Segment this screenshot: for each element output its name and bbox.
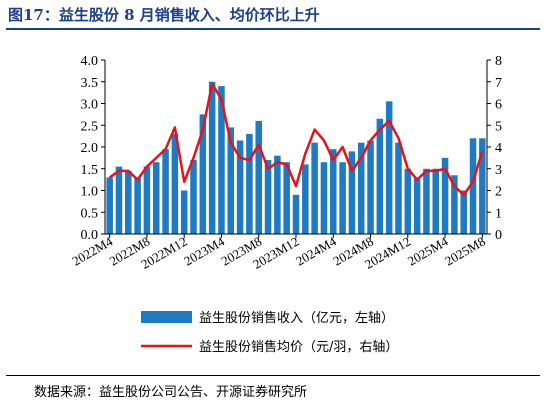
right-tick-label: 6 (495, 98, 502, 113)
x-tick-labels: 2022M42022M82022M122023M42023M82023M1220… (69, 233, 487, 272)
source-divider (6, 375, 540, 376)
bar-2024M2 (311, 142, 318, 234)
title-divider (6, 28, 540, 30)
bar-2022M11 (171, 133, 179, 234)
bar-2023M10 (274, 155, 281, 234)
bar-2022M10 (162, 149, 169, 234)
legend-bar-swatch (141, 311, 192, 323)
bar-2025M5 (451, 175, 458, 234)
bar-2025M6 (460, 190, 467, 234)
x-tick-label-2025M8: 2025M8 (442, 234, 488, 269)
bar-2022M4 (106, 177, 113, 234)
left-tick-label: 3.5 (81, 76, 99, 91)
left-tick-label: 3.0 (81, 98, 99, 113)
bar-series (106, 81, 486, 234)
bar-2023M2 (199, 114, 207, 234)
bar-2025M2 (423, 168, 430, 234)
axes (101, 59, 491, 238)
right-tick-label: 8 (495, 54, 502, 69)
bar-2024M6 (348, 151, 356, 234)
bar-2024M8 (367, 140, 374, 234)
right-tick-label: 0 (495, 228, 502, 243)
right-tick-label: 2 (495, 185, 502, 200)
bar-2024M9 (376, 118, 384, 234)
left-tick-label: 0.5 (81, 206, 99, 221)
tick-labels: 0.0 0.5 1.0 1.5 2.0 2.5 3.0 3.5 4.0 0 1 2 3 4 5 6 7 8 (81, 54, 503, 243)
bar-2022M8 (143, 166, 151, 234)
bar-2023M4 (218, 86, 225, 234)
bar-2022M6 (125, 170, 132, 234)
legend: 益生股份销售收入（亿元，左轴） 益生股份销售均价（元/羽，右轴） (141, 310, 398, 355)
bar-2025M4 (441, 157, 449, 234)
legend-line-label: 益生股份销售均价（元/羽，右轴） (199, 339, 398, 355)
bar-2025M7 (469, 138, 477, 234)
left-tick-label: 0.0 (81, 228, 99, 243)
right-tick-label: 1 (495, 206, 502, 221)
bar-2022M7 (134, 177, 141, 234)
right-tick-label: 4 (495, 141, 502, 156)
source-note: 数据来源：益生股份公司公告、开源证券研究所 (34, 385, 308, 400)
bar-2023M6 (236, 140, 244, 234)
bar-2024M3 (320, 162, 328, 234)
right-tick-label: 3 (495, 163, 502, 178)
left-tick-label: 2.0 (81, 141, 99, 156)
bar-2025M1 (413, 177, 421, 234)
right-tick-label: 5 (495, 119, 502, 134)
bar-2023M1 (190, 160, 197, 234)
x-tick-label-2025M4: 2025M4 (405, 233, 451, 268)
bar-2025M3 (432, 168, 440, 234)
bar-2024M11 (395, 142, 402, 234)
bar-2024M4 (330, 149, 337, 234)
left-tick-label: 1.5 (81, 163, 99, 178)
bar-2023M12 (292, 194, 300, 234)
left-tick-label: 1.0 (81, 185, 99, 200)
bar-2024M5 (339, 162, 346, 234)
figure-title: 图17：益生股份 8 月销售收入、均价环比上升 (8, 6, 320, 24)
bar-2023M11 (283, 162, 290, 234)
left-tick-label: 4.0 (81, 54, 99, 69)
bar-2022M5 (115, 166, 123, 234)
left-tick-label: 2.5 (81, 119, 99, 134)
line-series (108, 82, 484, 197)
bar-2024M10 (385, 101, 393, 234)
bar-2023M7 (246, 133, 253, 234)
bar-2025M8 (479, 138, 486, 234)
bar-2024M1 (302, 164, 309, 234)
legend-bar-label: 益生股份销售收入（亿元，左轴） (199, 310, 394, 326)
bar-2023M3 (208, 81, 216, 234)
bar-2024M12 (404, 168, 412, 234)
x-tick-label-2023M4: 2023M4 (181, 233, 227, 268)
bar-2022M9 (152, 162, 160, 234)
bar-2022M12 (180, 190, 188, 234)
bar-2023M9 (264, 160, 272, 234)
bar-2023M8 (255, 120, 262, 234)
bar-2024M7 (357, 142, 365, 234)
bar-2023M5 (227, 127, 235, 234)
x-tick-label-2024M4: 2024M4 (293, 233, 339, 268)
right-tick-label: 7 (495, 76, 502, 91)
price-line (108, 82, 484, 197)
